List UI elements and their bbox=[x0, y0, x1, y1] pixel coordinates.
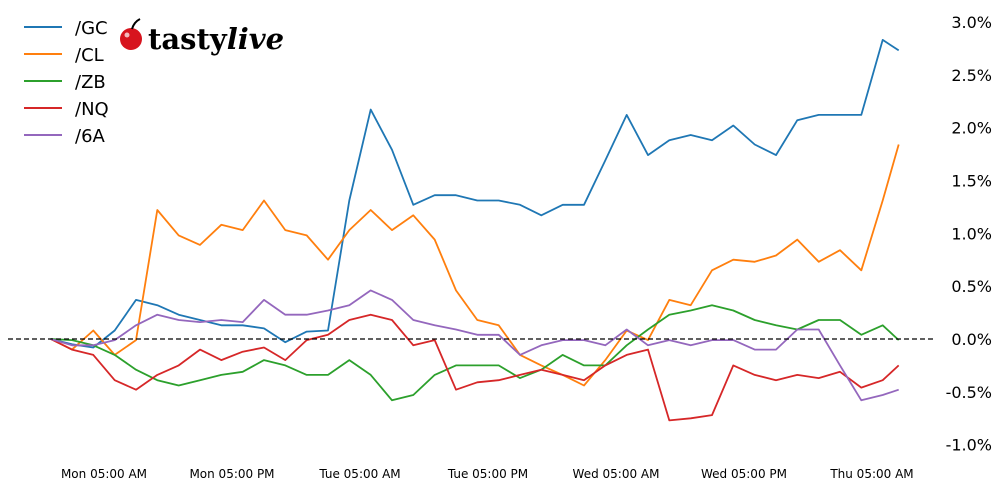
y-tick-label: 1.5% bbox=[951, 171, 992, 190]
y-tick-label: 3.0% bbox=[951, 13, 992, 32]
series-line-zb bbox=[50, 304, 900, 402]
logo-text-italic: live bbox=[227, 22, 284, 56]
y-tick-label: 0.0% bbox=[951, 330, 992, 349]
legend-label: /ZB bbox=[75, 72, 106, 93]
tastylive-logo: tastylive bbox=[120, 18, 284, 56]
series-line-cl bbox=[50, 144, 900, 387]
series-line-gc bbox=[50, 39, 900, 349]
legend-label: /CL bbox=[75, 45, 104, 66]
x-tick-label: Mon 05:00 PM bbox=[189, 467, 274, 481]
legend-label: /NQ bbox=[75, 99, 109, 120]
series-line-nq bbox=[50, 313, 900, 422]
legend-label: /6A bbox=[75, 126, 106, 147]
y-tick-label: 2.0% bbox=[951, 119, 992, 138]
y-tick-label: 1.0% bbox=[951, 224, 992, 243]
series-layer bbox=[50, 39, 900, 422]
x-tick-label: Tue 05:00 PM bbox=[447, 467, 528, 481]
x-tick-label: Tue 05:00 AM bbox=[318, 467, 400, 481]
x-tick-label: Mon 05:00 AM bbox=[61, 467, 147, 481]
logo-text-plain: tasty bbox=[148, 22, 228, 56]
y-tick-label: -0.5% bbox=[946, 383, 992, 402]
y-tick-label: 0.5% bbox=[951, 277, 992, 296]
legend-label: /GC bbox=[75, 18, 108, 39]
y-tick-label: 2.5% bbox=[951, 66, 992, 85]
svg-text:tastylive: tastylive bbox=[148, 22, 284, 56]
cherry-icon bbox=[120, 28, 142, 50]
axis-layer: -1.0% -0.5% 0.0% 0.5% 1.0% 1.5% 2.0% 2.5% 3.0% Mo… bbox=[8, 13, 992, 481]
x-tick-label: Wed 05:00 AM bbox=[573, 467, 660, 481]
x-tick-label: Thu 05:00 AM bbox=[829, 467, 913, 481]
x-tick-label: Wed 05:00 PM bbox=[701, 467, 787, 481]
series-line-6a bbox=[50, 289, 899, 402]
legend: /GC/CL/ZB/NQ/6A bbox=[24, 18, 109, 147]
y-tick-label: -1.0% bbox=[946, 436, 992, 455]
